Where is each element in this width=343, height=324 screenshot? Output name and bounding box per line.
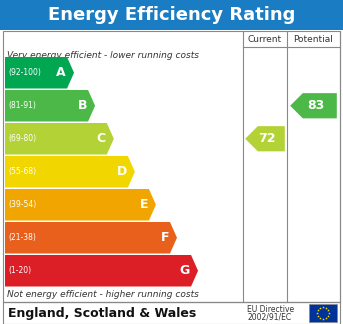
Text: 83: 83 [307, 99, 324, 112]
Polygon shape [5, 156, 135, 188]
Polygon shape [5, 189, 156, 221]
Text: Very energy efficient - lower running costs: Very energy efficient - lower running co… [7, 51, 199, 60]
Text: Current: Current [248, 34, 282, 43]
Text: (55-68): (55-68) [8, 167, 36, 176]
Text: G: G [180, 264, 190, 277]
Text: D: D [117, 165, 127, 178]
Bar [3, 302, 340, 324]
Text: C: C [97, 132, 106, 145]
Text: A: A [56, 66, 66, 79]
Text: 2002/91/EC: 2002/91/EC [247, 313, 291, 321]
Text: Potential: Potential [294, 34, 333, 43]
Polygon shape [245, 126, 285, 151]
Text: (69-80): (69-80) [8, 134, 36, 143]
Text: B: B [78, 99, 87, 112]
Text: Not energy efficient - higher running costs: Not energy efficient - higher running co… [7, 290, 199, 299]
Polygon shape [5, 57, 74, 88]
Polygon shape [5, 123, 114, 155]
Text: (1-20): (1-20) [8, 266, 31, 275]
Text: 72: 72 [258, 132, 276, 145]
Text: (21-38): (21-38) [8, 233, 36, 242]
Bar [3, 31, 340, 302]
Text: England, Scotland & Wales: England, Scotland & Wales [8, 307, 196, 319]
Polygon shape [5, 90, 95, 122]
Text: (39-54): (39-54) [8, 200, 36, 209]
Bar [0, 0, 343, 30]
Text: (92-100): (92-100) [8, 68, 41, 77]
Text: F: F [161, 231, 169, 244]
Text: Energy Efficiency Rating: Energy Efficiency Rating [48, 6, 295, 24]
Bar [309, 304, 337, 322]
Text: EU Directive: EU Directive [247, 305, 294, 314]
Polygon shape [5, 255, 198, 286]
Polygon shape [290, 93, 337, 118]
Text: E: E [140, 198, 148, 211]
Polygon shape [5, 222, 177, 253]
Text: (81-91): (81-91) [8, 101, 36, 110]
